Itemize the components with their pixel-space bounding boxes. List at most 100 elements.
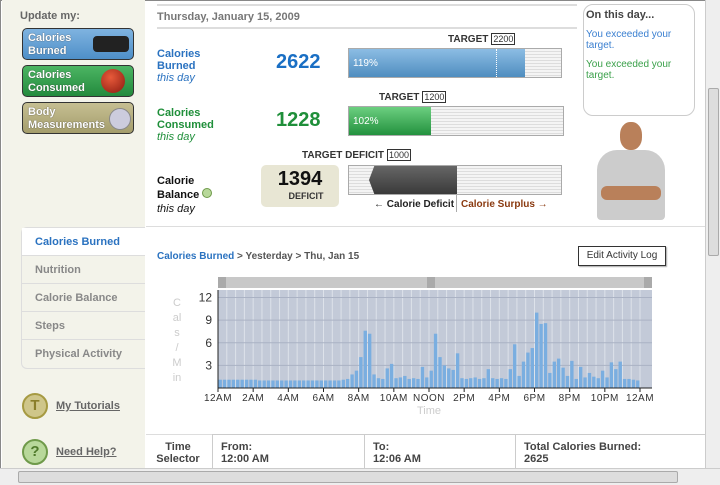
chart-bar [433,333,438,388]
to-field[interactable]: To: 12:06 AM [364,434,515,468]
chart-bar [530,348,534,388]
button-label: Calories [28,69,72,81]
breadcrumb-current: Thu, Jan 15 [304,251,360,262]
chart-bar [574,378,578,388]
divider [157,27,577,29]
info-icon[interactable] [202,188,213,198]
x-tick-label: 12AM [204,393,232,404]
tab-calories-burned[interactable]: Calories Burned [22,228,145,256]
horizontal-scrollbar[interactable] [0,468,720,485]
on-this-day-bubble: On this day... You exceeded your target.… [583,4,695,116]
tab-physical-activity[interactable]: Physical Activity [35,348,123,360]
chart-bar [451,369,455,388]
chart-bar [578,366,583,388]
chart-bar [508,369,513,388]
calories-consumed-value: 1228 [276,109,321,131]
tab-calorie-balance[interactable]: Calorie Balance [22,284,145,312]
chart-bar [636,380,640,388]
chart-bar [297,380,302,388]
chart-bar [526,352,530,388]
chart-bar [548,372,552,388]
button-label: Measurements [28,119,106,131]
chart-bar [455,353,460,388]
chart-range-scrollbar[interactable] [218,277,652,288]
consumed-target: TARGET 1200 [379,91,447,103]
need-help-link[interactable]: Need Help? [56,446,117,458]
tab-steps[interactable]: Steps [22,312,145,340]
chart-bar [622,378,627,388]
chart-bar [258,380,262,388]
vertical-scroll-thumb[interactable] [708,88,719,256]
x-tick-label: 4AM [277,393,299,404]
chart-bar [350,374,354,388]
apple-icon [101,69,125,93]
chart-bar [504,378,508,388]
chart-bar [244,379,249,388]
chart-bar [411,378,416,388]
chart-bar [447,368,451,388]
chart-bar [592,376,596,388]
chart-bar [345,378,350,388]
x-tick-label: 8PM [559,393,581,404]
chart-bar [262,380,266,388]
chart-bar [631,379,636,388]
tutorials-icon[interactable]: T [22,393,48,419]
burned-target: TARGET 2200 [448,33,516,45]
chart-bar [460,378,464,388]
breadcrumb-calories-burned[interactable]: Calories Burned [157,251,235,262]
button-label: Burned [28,45,67,57]
help-icon[interactable]: ? [22,439,48,465]
update-body-measurements-button[interactable]: Body Measurements [22,102,134,134]
chart-bar [253,379,258,388]
chart-bar [293,380,297,388]
calorie-deficit-label: ← Calorie Deficit [374,199,455,210]
calorie-balance-label: Calorie Balance this day [157,174,213,216]
chart-bar [499,378,504,388]
chart-bar [438,357,442,388]
tab-nutrition[interactable]: Nutrition [22,256,145,284]
chart-bar [556,358,561,388]
horizontal-scroll-thumb[interactable] [18,471,678,483]
report-tabs: Calories Burned Nutrition Calorie Balanc… [21,227,145,369]
x-tick-label: 2PM [453,393,475,404]
chart-bar [442,365,447,388]
chart-bar [324,380,328,388]
calories-burned-value: 2622 [276,51,321,73]
chart-bar [222,379,227,388]
chart-bar [302,380,306,388]
burned-progress-bar: 119% [348,48,562,78]
chart-bar [341,379,345,388]
edit-activity-log-button[interactable]: Edit Activity Log [578,246,666,266]
range-right-handle[interactable] [644,277,652,288]
chart-bar [403,375,407,388]
my-tutorials-link[interactable]: My Tutorials [56,400,120,412]
calories-consumed-label: Calories Consumed this day [157,107,214,143]
from-field[interactable]: From: 12:00 AM [212,434,364,468]
vertical-scrollbar[interactable] [705,0,720,468]
x-axis-label: Time [417,405,441,417]
chart-bar [535,312,539,388]
range-left-handle[interactable] [218,277,226,288]
chart-bar [227,379,231,388]
balance-box: 1394 DEFICIT [261,165,339,207]
update-calories-burned-button[interactable]: Calories Burned [22,28,134,60]
chart-bar [539,323,543,388]
range-center-handle[interactable] [427,277,435,288]
breadcrumb-yesterday[interactable]: Yesterday [245,251,293,262]
chart-bar [288,380,293,388]
chart-bar [310,380,315,388]
chart-bar [605,377,609,388]
chart-bar [394,378,398,388]
chart-bar [491,378,495,388]
chart-bar [284,380,288,388]
update-calories-consumed-button[interactable]: Calories Consumed [22,65,134,97]
chart-bar [521,361,526,388]
trainer-photo [597,122,665,222]
chart-bar [354,370,359,388]
deficit-fill [369,166,457,194]
chart-bar [376,378,381,388]
x-tick-label: 2AM [242,393,264,404]
button-label: Calories [28,32,72,44]
consumed-fill: 102% [349,107,432,135]
chart-bar [425,377,429,388]
